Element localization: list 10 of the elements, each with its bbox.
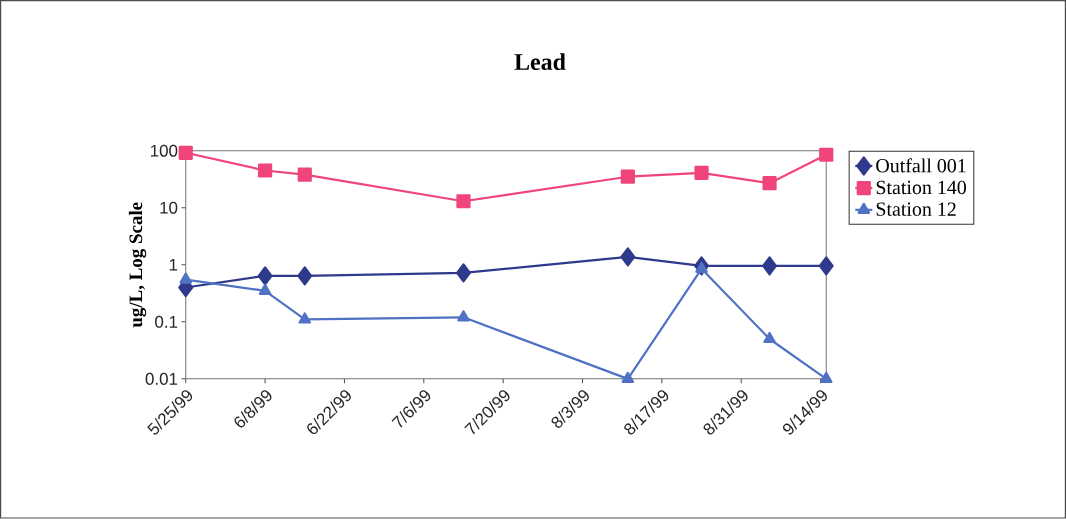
y-tick-label: 0.01 bbox=[145, 373, 178, 386]
y-tick-label: 10 bbox=[160, 201, 178, 214]
y-tick-label: 0.1 bbox=[155, 316, 178, 329]
y-tick-label: 1 bbox=[169, 259, 178, 271]
y-axis-title: ug/L, Log Scale bbox=[128, 202, 147, 328]
legend-label: Station 140 bbox=[876, 180, 966, 195]
legend-label: Outfall 001 bbox=[876, 158, 966, 173]
legend-label: Station 12 bbox=[876, 202, 956, 217]
y-tick-label: 100 bbox=[150, 144, 178, 157]
chart-title: Lead bbox=[514, 53, 566, 71]
